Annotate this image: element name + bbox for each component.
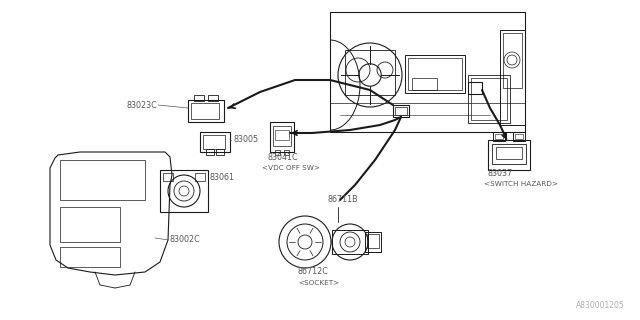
Bar <box>493 132 505 141</box>
Bar <box>60 160 145 200</box>
Bar <box>203 135 225 149</box>
Bar <box>216 149 224 155</box>
Bar <box>60 207 120 242</box>
Bar <box>188 100 224 122</box>
Bar <box>365 232 381 252</box>
Bar <box>503 33 522 88</box>
Bar <box>194 95 204 101</box>
Text: 86711B: 86711B <box>328 196 358 204</box>
Text: <SWITCH HAZARD>: <SWITCH HAZARD> <box>484 181 558 187</box>
Bar <box>488 140 530 170</box>
Text: A830001205: A830001205 <box>576 301 625 310</box>
Text: 83041C: 83041C <box>268 153 299 162</box>
Bar <box>468 75 510 123</box>
Text: 83037: 83037 <box>488 169 513 178</box>
Bar <box>163 173 173 181</box>
Text: 83023C: 83023C <box>126 100 157 109</box>
Text: 83061: 83061 <box>210 173 235 182</box>
Bar <box>500 30 525 125</box>
Bar <box>284 150 289 155</box>
Bar <box>206 149 214 155</box>
Bar <box>191 103 219 119</box>
Bar <box>395 107 407 115</box>
Bar <box>273 126 291 146</box>
Bar <box>330 12 525 132</box>
Bar <box>200 132 230 152</box>
Bar <box>393 105 409 117</box>
Bar <box>195 173 205 181</box>
Bar <box>367 234 379 248</box>
Bar <box>412 78 437 90</box>
Bar <box>60 247 120 267</box>
Bar <box>405 55 465 93</box>
Bar <box>471 78 507 120</box>
Bar <box>345 50 395 95</box>
Text: <VDC OFF SW>: <VDC OFF SW> <box>262 165 320 171</box>
Text: 86712C: 86712C <box>298 268 329 276</box>
Bar <box>492 144 526 164</box>
Text: <SOCKET>: <SOCKET> <box>298 280 339 286</box>
Bar <box>468 82 482 94</box>
Bar <box>513 132 525 141</box>
Bar <box>496 147 522 159</box>
Bar <box>408 58 462 90</box>
Text: 83005: 83005 <box>233 135 258 145</box>
Bar <box>332 230 368 254</box>
Bar <box>275 150 280 155</box>
Bar <box>208 95 218 101</box>
Text: 83002C: 83002C <box>170 236 201 244</box>
Bar <box>515 134 523 139</box>
Bar <box>495 134 503 139</box>
Bar <box>270 122 294 152</box>
Bar <box>160 170 208 212</box>
Bar <box>275 130 289 140</box>
